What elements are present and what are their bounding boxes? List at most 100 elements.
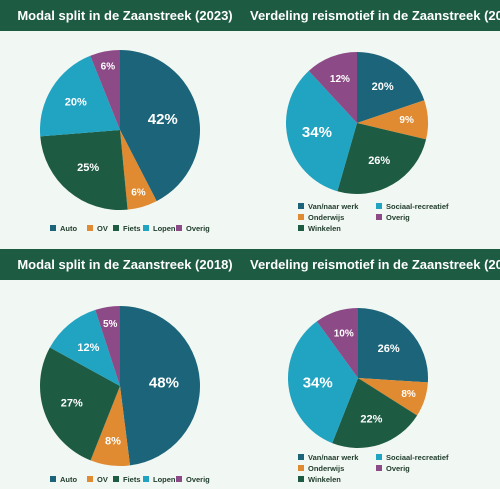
- legend-swatch: [298, 225, 304, 232]
- legend-modal-split-2023: Auto OV Fiets Lopen Overig: [0, 224, 250, 238]
- legend-label: OV: [97, 224, 108, 233]
- pie-slice-overig: [90, 50, 120, 130]
- pie-slice-winkelen: [337, 123, 427, 194]
- legend-item-onderwijs: Onderwijs: [298, 213, 344, 222]
- legend-item-overig: Overig: [176, 475, 210, 484]
- legend-label: Sociaal-recreatief: [386, 202, 449, 211]
- legend-label: Overig: [186, 224, 210, 233]
- legend-swatch: [298, 476, 304, 483]
- legend-item-lopen: Lopen: [143, 224, 176, 233]
- legend-swatch: [113, 225, 119, 232]
- legend-label: Fiets: [123, 224, 141, 233]
- pie-slice-winkelen: [332, 378, 418, 448]
- legend-item-onderwijs: Onderwijs: [298, 464, 344, 473]
- legend-label: Fiets: [123, 475, 141, 484]
- legend-swatch: [50, 476, 56, 483]
- legend-swatch: [87, 476, 93, 483]
- data-label-winkelen: 22%: [360, 413, 382, 425]
- legend-label: Lopen: [153, 475, 176, 484]
- header-band-2018: [0, 249, 500, 280]
- pie-slice-ov: [90, 386, 131, 466]
- legend-item-van-naar-werk: Van/naar werk: [298, 453, 358, 462]
- pie-slice-overig: [308, 52, 357, 123]
- legend-swatch: [50, 225, 56, 232]
- data-label-ov: 6%: [131, 187, 146, 198]
- data-label-fiets: 25%: [77, 162, 99, 174]
- header-band-2023: [0, 0, 500, 31]
- data-label-overig: 5%: [103, 319, 118, 330]
- legend-swatch: [176, 476, 182, 483]
- data-label-sociaal-recreatief: 34%: [303, 375, 333, 392]
- legend-item-overig: Overig: [176, 224, 210, 233]
- legend-item-overig: Overig: [376, 464, 410, 473]
- legend-swatch: [87, 225, 93, 232]
- data-label-lopen: 12%: [77, 342, 99, 354]
- legend-swatch: [298, 203, 304, 210]
- legend-item-overig: Overig: [376, 213, 410, 222]
- legend-label: Van/naar werk: [308, 202, 359, 211]
- legend-label: Lopen: [153, 224, 176, 233]
- legend-label: OV: [97, 475, 108, 484]
- legend-label: Winkelen: [308, 224, 341, 233]
- legend-item-auto: Auto: [50, 224, 77, 233]
- legend-label: Overig: [186, 475, 210, 484]
- data-label-onderwijs: 8%: [401, 389, 416, 400]
- legend-swatch: [376, 454, 382, 461]
- data-label-ov: 8%: [105, 436, 121, 448]
- pie-reismotief-2018: 26% 8% 22% 34% 10%: [288, 308, 428, 448]
- data-label-van-naar-werk: 20%: [372, 81, 394, 93]
- legend-item-fiets: Fiets: [113, 475, 141, 484]
- legend-item-ov: OV: [87, 224, 108, 233]
- chart-title-reismotief-2018: Verdeling reismotief in de Zaanstreek (2…: [250, 257, 500, 272]
- pie-modal-split-2018: 48% 8% 27% 12% 5%: [39, 306, 201, 466]
- legend-label: Winkelen: [308, 475, 341, 484]
- pie-slice-sociaal-recreatief: [286, 70, 357, 192]
- legend-label: Onderwijs: [308, 213, 345, 222]
- legend-swatch: [143, 225, 149, 232]
- legend-item-van-naar-werk: Van/naar werk: [298, 202, 358, 211]
- legend-swatch: [298, 214, 304, 221]
- pie-slice-sociaal-recreatief: [288, 321, 358, 444]
- legend-label: Onderwijs: [308, 464, 345, 473]
- legend-reismotief-2018: Van/naar werk Onderwijs Winkelen Sociaal-re…: [298, 453, 498, 487]
- pie-slice-lopen: [49, 309, 121, 386]
- legend-item-lopen: Lopen: [143, 475, 176, 484]
- pie-slice-overig: [95, 306, 120, 386]
- legend-label: Van/naar werk: [308, 453, 359, 462]
- legend-modal-split-2018: Auto OV Fiets Lopen Overig: [0, 475, 250, 487]
- data-label-auto: 48%: [149, 375, 179, 392]
- legend-item-sociaal-recreatief: Sociaal-recreatief: [376, 453, 449, 462]
- data-label-auto: 42%: [148, 111, 178, 128]
- pie-slice-ov: [120, 130, 157, 210]
- legend-label: Overig: [386, 213, 410, 222]
- legend-label: Auto: [60, 475, 78, 484]
- pie-reismotief-2023: 20% 9% 26% 34% 12%: [286, 52, 428, 194]
- pie-slice-fiets: [39, 347, 120, 461]
- legend-label: Overig: [386, 464, 410, 473]
- legend-label: Auto: [60, 224, 78, 233]
- pie-slice-overig: [316, 308, 358, 378]
- pie-slice-fiets: [40, 130, 128, 210]
- legend-swatch: [376, 203, 382, 210]
- legend-swatch: [376, 214, 382, 221]
- chart-title-reismotief-2023: Verdeling reismotief in de Zaanstreek (2…: [250, 8, 500, 23]
- legend-item-sociaal-recreatief: Sociaal-recreatief: [376, 202, 449, 211]
- pie-modal-split-2023: 42% 6% 25% 20% 6%: [40, 50, 201, 210]
- data-label-fiets: 27%: [61, 397, 83, 409]
- pie-slice-onderwijs: [357, 100, 428, 140]
- data-label-sociaal-recreatief: 34%: [302, 124, 332, 141]
- pie-slice-auto: [120, 306, 201, 466]
- data-label-lopen: 20%: [65, 97, 87, 109]
- legend-swatch: [376, 465, 382, 472]
- data-label-winkelen: 26%: [368, 155, 390, 167]
- data-label-overig: 12%: [330, 74, 350, 85]
- legend-swatch: [298, 454, 304, 461]
- data-label-van-naar-werk: 26%: [378, 343, 400, 355]
- legend-swatch: [113, 476, 119, 483]
- data-label-overig: 6%: [101, 62, 116, 73]
- chart-title-modal-split-2023: Modal split in de Zaanstreek (2023): [17, 8, 233, 23]
- legend-item-winkelen: Winkelen: [298, 475, 341, 484]
- pie-slice-onderwijs: [358, 378, 428, 416]
- legend-swatch: [298, 465, 304, 472]
- pie-slice-lopen: [40, 55, 120, 137]
